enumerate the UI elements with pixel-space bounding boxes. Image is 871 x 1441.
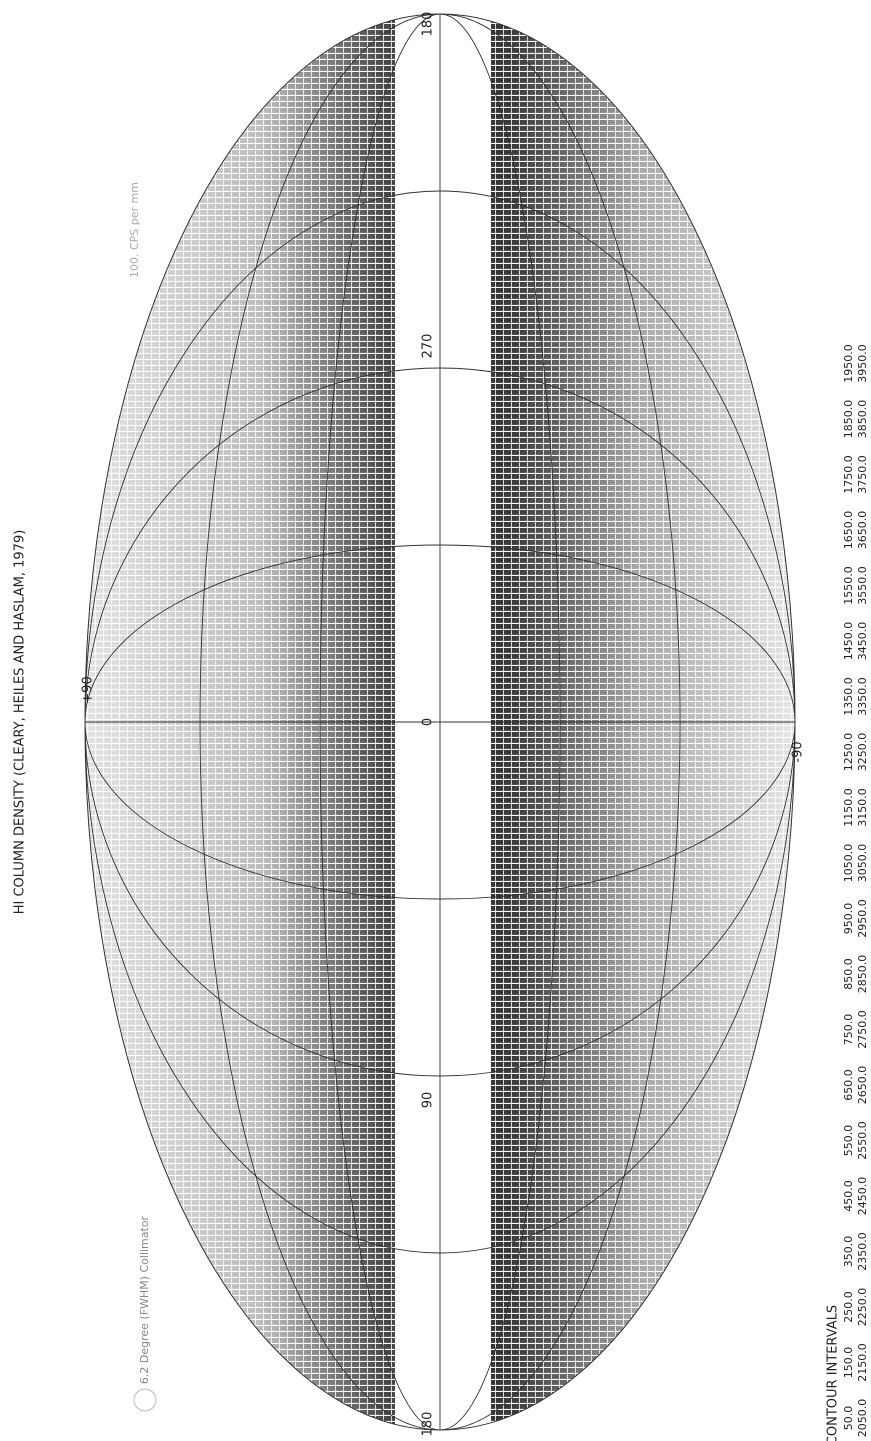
scale-note: 100. CPS per mm — [128, 182, 141, 278]
contour-value: 1850.0 — [842, 400, 855, 439]
longitude-label: 90 — [421, 1092, 436, 1109]
contour-value: 150.0 — [842, 1347, 855, 1379]
contour-value: 1650.0 — [842, 511, 855, 550]
contour-value: 2250.0 — [856, 1288, 869, 1327]
contour-value: 3450.0 — [856, 622, 869, 661]
beam-circle — [134, 1389, 156, 1411]
contour-value: 3550.0 — [856, 566, 869, 605]
contour-value: 1050.0 — [842, 844, 855, 883]
contour-value: 1150.0 — [842, 788, 855, 827]
contour-value: 350.0 — [842, 1236, 855, 1268]
contour-value: 3650.0 — [856, 511, 869, 550]
contour-value: 3250.0 — [856, 733, 869, 772]
beam-note: 6.2 Degree (FWHM) Collimator — [138, 1215, 151, 1384]
contour-value: 2350.0 — [856, 1232, 869, 1271]
contour-value: 50.0 — [842, 1406, 855, 1431]
contour-value: 3350.0 — [856, 677, 869, 716]
contour-value: 1750.0 — [842, 455, 855, 494]
contour-value: 950.0 — [842, 903, 855, 935]
contour-value: 550.0 — [842, 1125, 855, 1157]
contour-value: 1450.0 — [842, 622, 855, 661]
contour-value: 3150.0 — [856, 788, 869, 827]
density-map — [85, 10, 795, 1435]
contour-value: 450.0 — [842, 1180, 855, 1212]
contour-value: 250.0 — [842, 1291, 855, 1323]
contour-value: 2850.0 — [856, 955, 869, 994]
longitude-label: 180 — [421, 12, 436, 37]
latitude-label: -90 — [791, 741, 806, 762]
contour-value: 3950.0 — [856, 344, 869, 383]
map-title: HI COLUMN DENSITY (CLEARY, HEILES AND HA… — [13, 530, 28, 915]
longitude-label: 270 — [421, 334, 436, 359]
contour-value: 3850.0 — [856, 400, 869, 439]
contour-value: 3050.0 — [856, 844, 869, 883]
contour-value: 1350.0 — [842, 677, 855, 716]
contour-value: 2150.0 — [856, 1343, 869, 1382]
contour-value: 2550.0 — [856, 1121, 869, 1160]
longitude-label: 0 — [421, 718, 436, 726]
latitude-label: +90 — [81, 676, 96, 703]
contour-value: 1950.0 — [842, 344, 855, 383]
contour-value: 2050.0 — [856, 1399, 869, 1438]
contour-value: 2750.0 — [856, 1010, 869, 1049]
contour-value: 1250.0 — [842, 733, 855, 772]
contour-value: 750.0 — [842, 1014, 855, 1046]
contour-value: 650.0 — [842, 1069, 855, 1101]
longitude-label: 180 — [421, 1412, 436, 1437]
contour-value: 850.0 — [842, 958, 855, 990]
contour-value: 2650.0 — [856, 1066, 869, 1105]
contour-value: 2950.0 — [856, 899, 869, 938]
contour-value: 1550.0 — [842, 566, 855, 605]
map: HI COLUMN DENSITY (CLEARY, HEILES AND HA… — [0, 0, 871, 1441]
contour-value: 3750.0 — [856, 455, 869, 494]
contour-value: 2450.0 — [856, 1177, 869, 1216]
contour-title: CONTOUR INTERVALS — [826, 1305, 841, 1441]
